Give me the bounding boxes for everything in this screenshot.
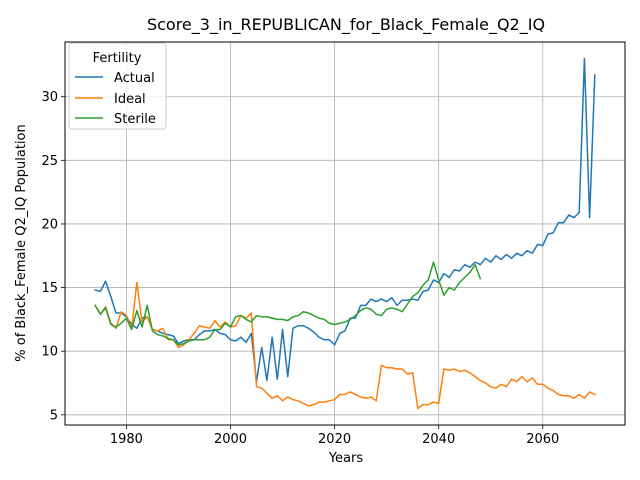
grid	[65, 42, 625, 425]
x-tick-label: 1980	[110, 432, 143, 447]
chart-title: Score_3_in_REPUBLICAN_for_Black_Female_Q…	[147, 15, 545, 35]
y-tick-label: 5	[50, 408, 58, 423]
x-tick-label: 2020	[318, 432, 351, 447]
legend-label-sterile: Sterile	[114, 112, 156, 127]
series-line-sterile	[94, 261, 482, 346]
y-axis-label: % of Black_Female Q2_IQ Population	[14, 124, 29, 361]
y-tick-label: 15	[41, 281, 58, 296]
series-line-ideal	[94, 281, 596, 410]
legend-label-actual: Actual	[114, 71, 155, 86]
x-tick-label: 2040	[422, 432, 455, 447]
axes-frame	[64, 41, 626, 426]
y-tick-label: 25	[41, 154, 58, 169]
y-tick-label: 10	[41, 345, 58, 360]
x-axis-label: Years	[328, 451, 364, 466]
legend-label-ideal: Ideal	[114, 92, 146, 107]
x-tick-label: 2060	[526, 432, 559, 447]
x-axis-ticks: 1980 2000 2020 2040 2060	[110, 425, 559, 447]
y-tick-label: 30	[41, 90, 58, 105]
legend-title: Fertility	[93, 51, 142, 66]
series-layer	[94, 57, 596, 410]
y-axis-ticks: 5 10 15 20 25 30	[41, 90, 65, 423]
y-tick-label: 20	[41, 217, 58, 232]
legend: Fertility Actual Ideal Sterile	[68, 42, 167, 130]
legend-box	[68, 42, 167, 130]
series-line-actual	[94, 57, 596, 383]
x-tick-label: 2000	[214, 432, 247, 447]
